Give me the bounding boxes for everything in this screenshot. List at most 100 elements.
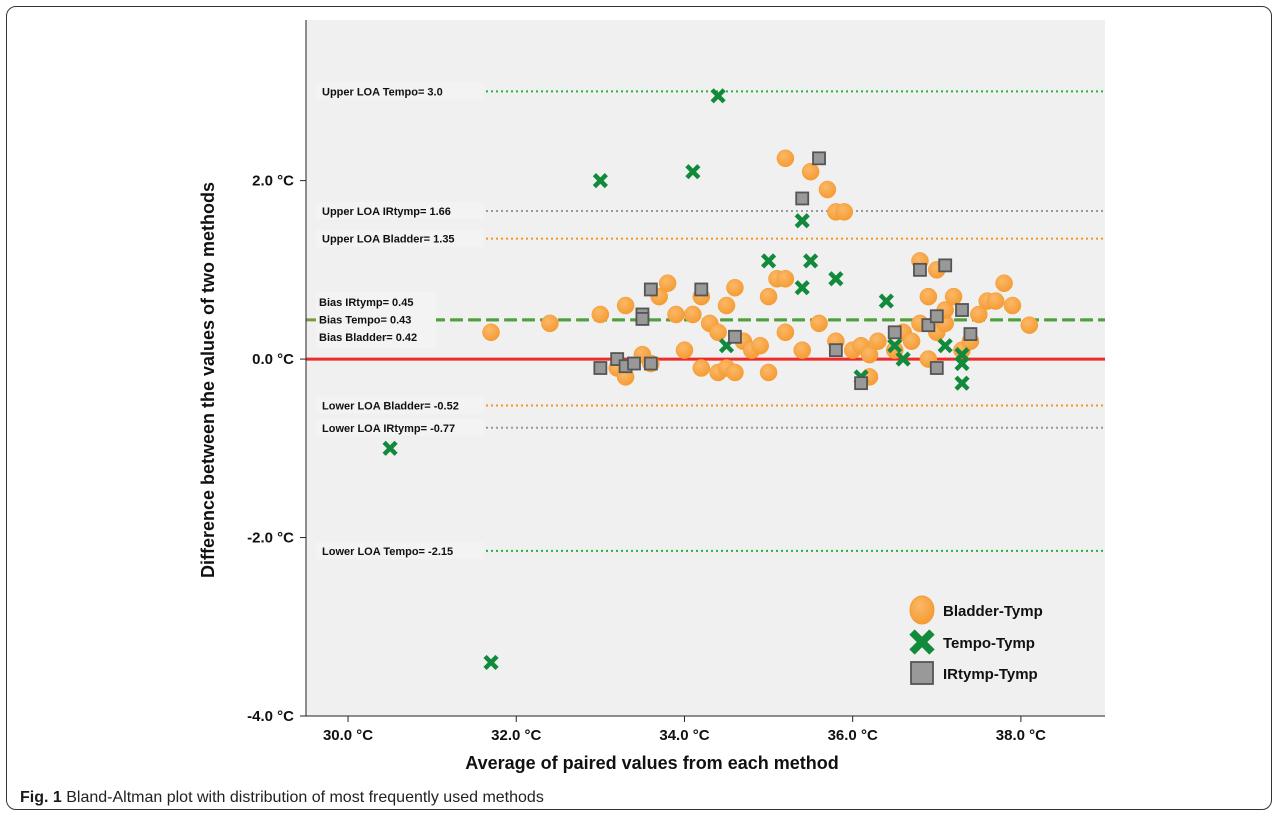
bladder-tymp-point: [684, 305, 702, 324]
y-tick-label: -2.0 °C: [247, 530, 294, 547]
bladder-tymp-point: [835, 203, 854, 221]
irtymp-tymp-point: [643, 356, 658, 371]
figure-caption: Fig. 1 Bland-Altman plot with distributi…: [20, 789, 544, 807]
tempo-tymp-point: [887, 338, 903, 354]
y-tick-label: 2.0 °C: [252, 173, 294, 190]
reference-label: Upper LOA IRtymp= 1.66: [322, 206, 451, 218]
bias-label-bg: [316, 292, 436, 348]
reference-lines: Upper LOA Tempo= 3.0 Upper LOA IRtymp= 1.…: [306, 82, 1105, 559]
x-tick-label: 38.0 °C: [996, 727, 1046, 744]
tempo-tymp-point: [954, 375, 970, 391]
legend-label: Tempo-Tymp: [943, 635, 1035, 652]
reference-label: Upper LOA Tempo= 3.0: [322, 86, 443, 98]
reference-label-bg: [316, 396, 484, 414]
legend-marker-bladder-tymp: [909, 595, 935, 625]
irtymp-tymp-point: [643, 282, 658, 297]
tempo-tymp-point: [710, 88, 726, 104]
bladder-tymp-point: [759, 287, 778, 306]
tempo-tymp-point: [760, 253, 777, 269]
bladder-tymp-point: [541, 314, 559, 333]
bladder-tymp-point: [709, 323, 727, 342]
bladder-tymp-point: [810, 314, 828, 333]
reference-label-bg: [316, 541, 484, 559]
tempo-tymp-point: [592, 173, 608, 189]
legend-marker-irtymp-tymp: [910, 661, 934, 685]
bladder-tymp-point: [1020, 316, 1039, 334]
reference-label: Lower LOA IRtymp= -0.77: [322, 423, 455, 435]
tempo-tymp-point: [828, 271, 844, 287]
bladder-tymp-point: [667, 305, 685, 324]
caption-text: Bland-Altman plot with distribution of m…: [66, 789, 544, 806]
reference-label: Lower LOA Tempo= -2.15: [322, 546, 453, 558]
bladder-tymp-point: [970, 305, 988, 324]
tempo-tymp-point: [382, 440, 398, 456]
tempo-tymp-point: [895, 351, 911, 367]
bladder-tymp-point: [726, 363, 744, 382]
reference-label-bg: [316, 229, 484, 247]
x-tick-label: 34.0 °C: [659, 727, 709, 744]
tempo-tymp-point: [878, 293, 894, 309]
bladder-tymp-point: [818, 180, 837, 199]
bladder-tymp-point: [995, 274, 1013, 292]
legend: Bladder-Tymp Tempo-Tymp IRtymp-Tymp: [909, 595, 1043, 685]
irtymp-tymp-point: [938, 258, 953, 273]
tempo-tymp-point: [685, 164, 701, 180]
irtymp-tymp-point: [828, 343, 843, 358]
bladder-tymp-point: [616, 296, 635, 315]
data-points: [382, 88, 1039, 671]
bias-label: Bias IRtymp= 0.45: [319, 297, 413, 309]
legend-label: Bladder-Tymp: [943, 603, 1043, 620]
bladder-tymp-point: [944, 287, 963, 306]
reference-label: Lower LOA Bladder= -0.52: [322, 400, 459, 412]
irtymp-tymp-point: [955, 303, 969, 317]
legend-marker-tempo-tymp: [909, 629, 935, 655]
bladder-tymp-point: [986, 292, 1005, 310]
tempo-tymp-point: [937, 338, 953, 354]
tempo-tymp-point: [794, 213, 810, 229]
bladder-tymp-point: [869, 332, 887, 350]
bladder-tymp-point: [919, 287, 938, 306]
reference-label: Upper LOA Bladder= 1.35: [322, 234, 455, 246]
irtymp-tymp-point: [812, 151, 826, 166]
x-axis-title: Average of paired values from each metho…: [465, 753, 838, 773]
bladder-tymp-point: [776, 149, 795, 168]
figure-frame: [6, 6, 1272, 810]
bias-labels: Bias IRtymp= 0.45 Bias Tempo= 0.43 Bias Bl…: [316, 292, 436, 348]
y-tick-label: 0.0 °C: [252, 351, 294, 368]
irtymp-tymp-point: [929, 361, 944, 375]
irtymp-tymp-point: [913, 262, 927, 277]
tempo-tymp-point: [483, 654, 499, 671]
bladder-tymp-point: [658, 274, 677, 292]
bias-label: Bias Tempo= 0.43: [319, 315, 411, 327]
legend-label: IRtymp-Tymp: [943, 666, 1038, 683]
y-axis-title: Difference between the values of two met…: [198, 182, 218, 578]
reference-label-bg: [316, 201, 484, 219]
irtymp-tymp-point: [854, 376, 868, 391]
x-tick-label: 30.0 °C: [323, 727, 373, 744]
tempo-tymp-point: [954, 355, 970, 372]
bladder-tymp-point: [591, 305, 610, 324]
x-tick-label: 36.0 °C: [828, 727, 878, 744]
bladder-tymp-point: [751, 336, 769, 355]
bladder-tymp-point: [1003, 296, 1022, 315]
irtymp-tymp-point: [635, 312, 650, 326]
tempo-tymp-point: [803, 253, 819, 269]
reference-label-bg: [316, 418, 484, 436]
bladder-tymp-point: [759, 363, 778, 382]
irtymp-tymp-point: [887, 325, 902, 340]
x-tick-label: 32.0 °C: [491, 727, 541, 744]
bladder-tymp-point: [793, 341, 811, 359]
irtymp-tymp-point: [627, 356, 641, 371]
y-tick-label: -4.0 °C: [247, 708, 294, 725]
bladder-tymp-point: [726, 278, 744, 297]
irtymp-tymp-point: [963, 327, 978, 341]
bladder-tymp-point: [860, 345, 879, 364]
bladder-tymp-point: [692, 359, 711, 377]
bladder-tymp-point: [675, 341, 694, 359]
bias-label: Bias Bladder= 0.42: [319, 332, 417, 344]
bladder-tymp-point: [776, 323, 795, 342]
tempo-tymp-point: [794, 280, 810, 296]
irtymp-tymp-point: [694, 282, 709, 297]
irtymp-tymp-point: [929, 309, 944, 324]
